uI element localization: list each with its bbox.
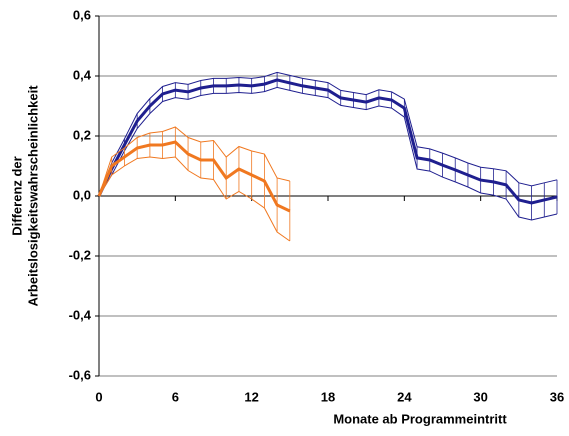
y-tick-label: 0,4 (73, 67, 92, 82)
confidence-bound (98, 156, 291, 242)
x-tick-label: 0 (95, 389, 102, 404)
x-tick-label: 6 (172, 389, 179, 404)
y-tick-label: 0,2 (73, 127, 91, 142)
line (97, 140, 291, 213)
x-tick-label: 12 (244, 389, 258, 404)
confidence-bound (98, 86, 558, 221)
y-tick-label: -0,4 (69, 307, 92, 322)
y-tick-label: -0,6 (69, 367, 91, 382)
line (97, 78, 558, 205)
x-tick-label: 36 (550, 389, 564, 404)
y-tick-label: 0,0 (73, 187, 91, 202)
x-tick-label: 18 (321, 389, 335, 404)
x-axis-title: Monate ab Programmeintritt (333, 411, 507, 426)
x-tick-label: 24 (397, 389, 412, 404)
confidence-bound (98, 71, 558, 197)
y-axis-title: Differenz der (9, 156, 24, 235)
x-tick-label: 30 (473, 389, 487, 404)
y-tick-label: -0,2 (69, 247, 91, 262)
y-tick-label: 0,6 (73, 7, 91, 22)
y-axis-title: Arbeitslosigkeitswahrscheinlichkeit (25, 85, 40, 307)
confidence-bound (98, 126, 290, 197)
